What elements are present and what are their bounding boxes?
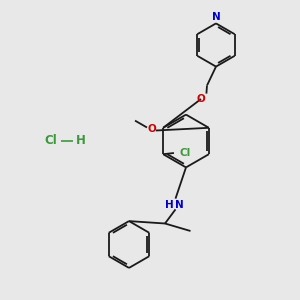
Text: H: H bbox=[164, 200, 173, 210]
Text: N: N bbox=[212, 12, 220, 22]
Text: N: N bbox=[175, 200, 184, 210]
Text: O: O bbox=[196, 94, 206, 104]
Text: H: H bbox=[76, 134, 86, 148]
Text: O: O bbox=[147, 124, 156, 134]
Text: Cl: Cl bbox=[179, 148, 190, 158]
Text: Cl: Cl bbox=[45, 134, 57, 148]
